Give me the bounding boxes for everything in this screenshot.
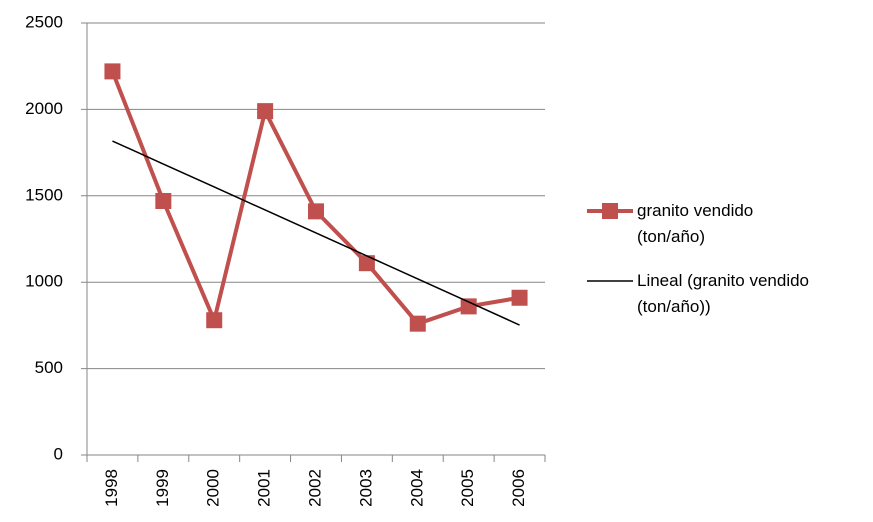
y-tick-label: 2000	[25, 99, 63, 118]
trend-line	[112, 140, 520, 326]
legend-entry: granito vendido (ton/año)	[585, 198, 847, 250]
y-tick-label: 2500	[25, 12, 63, 31]
x-tick-label: 1998	[102, 469, 121, 507]
data-point	[308, 203, 324, 220]
y-tick-label: 1000	[25, 272, 63, 291]
data-point	[460, 298, 477, 315]
x-tick-label: 2005	[458, 469, 477, 507]
legend-label: granito vendido (ton/año)	[637, 201, 754, 246]
x-tick-label: 2004	[407, 469, 426, 507]
y-tick-label: 1500	[25, 185, 63, 204]
data-point	[409, 315, 426, 332]
x-tick-label: 2006	[509, 469, 528, 507]
x-tick-label: 2002	[305, 469, 324, 507]
legend-label: Lineal (granito vendido (ton/año))	[637, 271, 810, 316]
data-point	[104, 63, 121, 80]
legend-swatch	[587, 280, 633, 282]
x-tick-label: 1999	[153, 469, 172, 507]
x-tick-label: 2003	[356, 469, 375, 507]
legend-marker	[602, 203, 618, 219]
x-tick-label: 2001	[255, 469, 274, 507]
data-point	[155, 192, 172, 209]
legend: granito vendido (ton/año) Lineal (granito…	[585, 198, 847, 338]
y-tick-label: 0	[54, 444, 63, 463]
data-point	[206, 312, 223, 329]
y-tick-label: 500	[35, 358, 63, 377]
legend-entry: Lineal (granito vendido (ton/año))	[585, 268, 847, 320]
x-tick-label: 2000	[204, 469, 223, 507]
data-point	[358, 255, 375, 272]
legend-swatch	[587, 203, 633, 219]
data-point	[257, 103, 274, 120]
data-point	[511, 289, 528, 306]
